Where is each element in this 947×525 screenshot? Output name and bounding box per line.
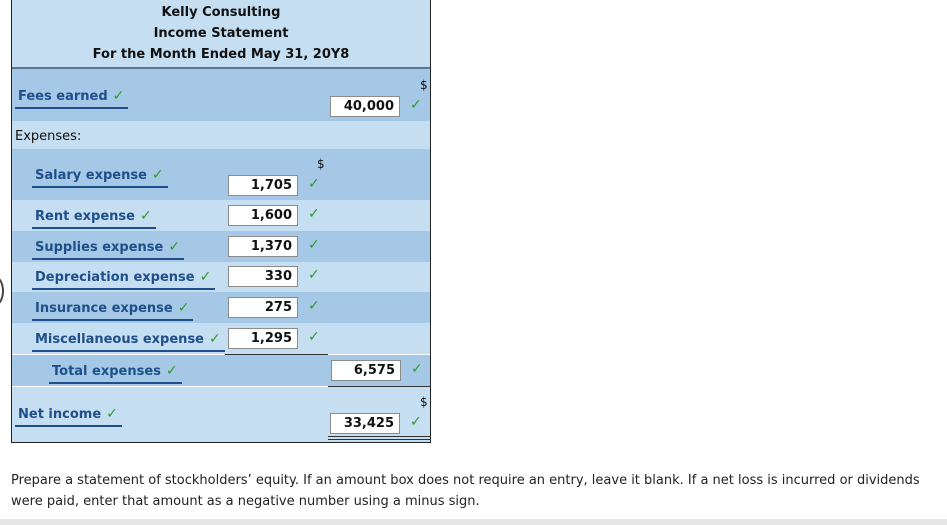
expense-amount-supplies[interactable]: 1,370 [228,236,298,257]
check-icon: ✓ [308,176,320,192]
check-icon: ✓ [411,361,423,377]
check-icon: ✓ [308,267,320,283]
expense-label-miscellaneous[interactable]: Miscellaneous expense ✓ [32,331,225,352]
net-income-amount-input[interactable]: 33,425 [330,413,400,434]
expenses-dollar-sign: $ [317,157,325,171]
check-icon: ✓ [308,206,320,222]
check-icon: ✓ [106,406,118,422]
net-income-dollar-sign: $ [420,395,428,409]
company-name: Kelly Consulting [161,5,281,20]
statement-title: Income Statement [153,26,289,41]
statement-period: For the Month Ended May 31, 20Y8 [92,47,350,62]
check-icon: ✓ [177,300,190,316]
row-expenses-label [12,121,430,149]
check-icon: ✓ [199,269,212,285]
expense-amount-salary[interactable]: 1,705 [228,175,298,196]
row-salary-expense [12,149,430,200]
net-income-double-rule [328,436,430,440]
expense-amount-rent[interactable]: 1,600 [228,205,298,226]
edge-circle-decoration [0,276,4,306]
row-miscellaneous-expense [12,323,430,354]
revenue-dollar-sign: $ [420,78,428,92]
check-icon: ✓ [139,208,152,224]
expenses-subtotal-rule [225,354,328,355]
check-icon: ✓ [308,298,320,314]
expense-amount-depreciation[interactable]: 330 [228,266,298,287]
total-expenses-amount-input[interactable]: 6,575 [331,360,401,381]
expense-label-supplies[interactable]: Supplies expense ✓ [32,239,185,260]
expense-amount-miscellaneous[interactable]: 1,295 [228,328,298,349]
net-income-label[interactable]: Net income ✓ [15,406,122,427]
fees-earned-text: Fees earned [18,89,108,104]
instructions-text: Prepare a statement of stockholders’ equ… [11,473,920,509]
expense-amount-insurance[interactable]: 275 [228,297,298,318]
income-statement: Kelly Consulting Income Statement For th… [11,0,431,443]
expense-label-depreciation[interactable]: Depreciation expense ✓ [32,269,216,290]
expense-label-insurance[interactable]: Insurance expense ✓ [32,300,194,321]
fees-earned-amount-input[interactable]: 40,000 [330,96,400,117]
total-expenses-rule [328,386,430,387]
check-icon: ✓ [151,167,164,183]
row-rent-expense [12,200,430,231]
total-expenses-label[interactable]: Total expenses ✓ [49,363,182,384]
check-icon: ✓ [410,97,422,113]
check-icon: ✓ [308,329,320,345]
header-rule [12,67,430,69]
fees-earned-label[interactable]: Fees earned ✓ [15,88,129,109]
check-icon: ✓ [165,363,178,379]
check-icon: ✓ [112,88,125,104]
check-icon: ✓ [168,239,181,255]
expense-label-salary[interactable]: Salary expense ✓ [32,167,168,188]
check-icon: ✓ [410,414,422,430]
check-icon: ✓ [209,331,221,347]
bottom-divider [0,519,947,525]
row-insurance-expense [12,292,430,323]
statement-header [12,0,430,67]
check-icon: ✓ [308,237,320,253]
expense-label-rent[interactable]: Rent expense ✓ [32,208,156,229]
row-depreciation-expense [12,262,430,292]
row-supplies-expense [12,231,430,262]
expenses-label: Expenses: [15,129,82,144]
